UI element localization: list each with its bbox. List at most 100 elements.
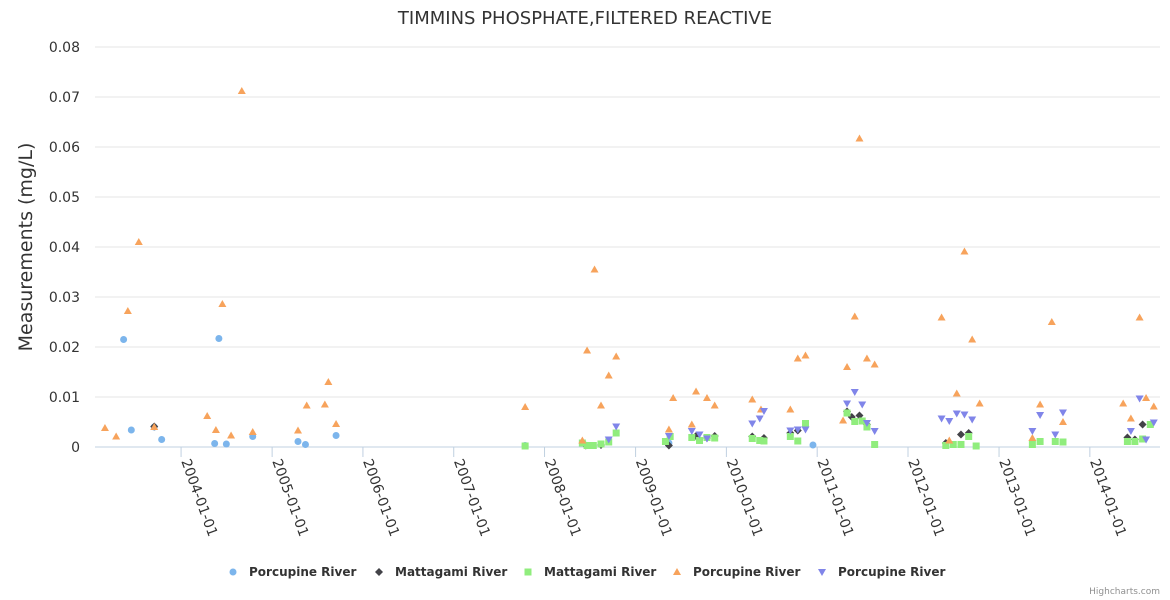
data-point[interactable] <box>702 394 711 401</box>
data-point[interactable] <box>211 426 220 433</box>
data-point[interactable] <box>801 351 810 359</box>
data-point[interactable] <box>968 416 977 424</box>
data-point[interactable] <box>843 409 851 417</box>
data-point[interactable] <box>687 420 696 428</box>
data-point[interactable] <box>302 401 311 409</box>
data-point[interactable] <box>1058 409 1067 417</box>
data-point[interactable] <box>521 403 530 410</box>
data-point[interactable] <box>127 426 135 434</box>
data-point[interactable] <box>1051 438 1059 445</box>
data-point[interactable] <box>597 440 605 448</box>
data-point[interactable] <box>871 441 879 448</box>
data-point[interactable] <box>612 429 620 437</box>
data-point[interactable] <box>1059 438 1067 446</box>
data-point[interactable] <box>1135 395 1144 403</box>
data-point[interactable] <box>843 400 852 408</box>
data-point[interactable] <box>957 441 965 448</box>
data-point[interactable] <box>786 405 795 413</box>
data-point[interactable] <box>862 420 871 427</box>
data-point[interactable] <box>1146 421 1154 428</box>
data-point[interactable] <box>1028 428 1037 435</box>
data-point[interactable] <box>748 435 756 442</box>
data-point[interactable] <box>858 401 867 409</box>
data-point[interactable] <box>1036 412 1045 419</box>
data-point[interactable] <box>711 434 719 442</box>
data-point[interactable] <box>604 436 613 444</box>
credits-link[interactable]: Highcharts.com <box>1089 587 1160 597</box>
data-point[interactable] <box>1131 438 1139 445</box>
data-point[interactable] <box>786 427 795 435</box>
data-point[interactable] <box>1149 419 1158 427</box>
data-point[interactable] <box>1036 400 1045 408</box>
data-point[interactable] <box>301 441 309 448</box>
data-point[interactable] <box>843 363 852 370</box>
data-point[interactable] <box>521 442 529 450</box>
data-point[interactable] <box>597 401 606 409</box>
data-point[interactable] <box>1028 434 1037 441</box>
data-point[interactable] <box>1036 438 1044 445</box>
data-point[interactable] <box>759 408 768 415</box>
data-point[interactable] <box>324 378 333 385</box>
legend-item[interactable]: Porcupine River <box>673 565 800 579</box>
data-point[interactable] <box>332 420 341 427</box>
data-point[interactable] <box>158 436 166 443</box>
data-point[interactable] <box>688 434 696 441</box>
data-point[interactable] <box>1138 420 1147 429</box>
data-point[interactable] <box>1139 435 1147 443</box>
data-point[interactable] <box>748 420 757 428</box>
data-point[interactable] <box>760 437 768 445</box>
data-point[interactable] <box>956 430 965 439</box>
data-point[interactable] <box>975 399 984 407</box>
data-point[interactable] <box>794 437 802 445</box>
data-point[interactable] <box>1126 428 1135 435</box>
data-point[interactable] <box>1058 418 1067 425</box>
data-point[interactable] <box>332 432 340 439</box>
data-point[interactable] <box>1119 399 1128 407</box>
data-point[interactable] <box>702 435 711 443</box>
legend-item[interactable]: Porcupine River <box>229 565 357 579</box>
data-point[interactable] <box>1051 431 1060 439</box>
data-point[interactable] <box>801 420 809 427</box>
data-point[interactable] <box>687 428 696 435</box>
data-point[interactable] <box>850 312 859 320</box>
data-point[interactable] <box>215 335 223 342</box>
data-point[interactable] <box>696 437 704 444</box>
data-point[interactable] <box>801 426 810 434</box>
data-point[interactable] <box>748 395 757 403</box>
legend-item[interactable]: Porcupine River <box>818 565 945 579</box>
data-point[interactable] <box>293 426 302 434</box>
data-point[interactable] <box>112 432 121 440</box>
data-point[interactable] <box>1123 438 1131 445</box>
data-point[interactable] <box>583 346 592 354</box>
data-point[interactable] <box>583 442 591 449</box>
data-point[interactable] <box>972 442 980 450</box>
data-point[interactable] <box>850 389 859 396</box>
data-point[interactable] <box>1126 414 1135 422</box>
data-point[interactable] <box>710 401 719 409</box>
data-point[interactable] <box>589 442 597 449</box>
data-point[interactable] <box>851 418 859 425</box>
data-point[interactable] <box>965 433 973 440</box>
data-point[interactable] <box>120 336 128 343</box>
data-point[interactable] <box>1135 313 1144 321</box>
data-point[interactable] <box>968 335 977 343</box>
data-point[interactable] <box>1142 436 1151 444</box>
data-point[interactable] <box>134 238 143 245</box>
data-point[interactable] <box>1047 318 1056 325</box>
data-point[interactable] <box>937 313 946 321</box>
data-point[interactable] <box>218 300 227 307</box>
data-point[interactable] <box>786 433 794 440</box>
data-point[interactable] <box>945 418 954 425</box>
data-point[interactable] <box>952 410 961 418</box>
data-point[interactable] <box>949 441 957 448</box>
data-point[interactable] <box>248 428 257 435</box>
data-point[interactable] <box>858 417 866 425</box>
data-point[interactable] <box>227 431 236 439</box>
data-point[interactable] <box>664 425 673 433</box>
data-point[interactable] <box>661 438 669 445</box>
data-point[interactable] <box>294 438 302 445</box>
data-point[interactable] <box>793 354 802 362</box>
data-point[interactable] <box>862 354 871 362</box>
data-point[interactable] <box>695 431 704 439</box>
data-point[interactable] <box>320 400 329 408</box>
